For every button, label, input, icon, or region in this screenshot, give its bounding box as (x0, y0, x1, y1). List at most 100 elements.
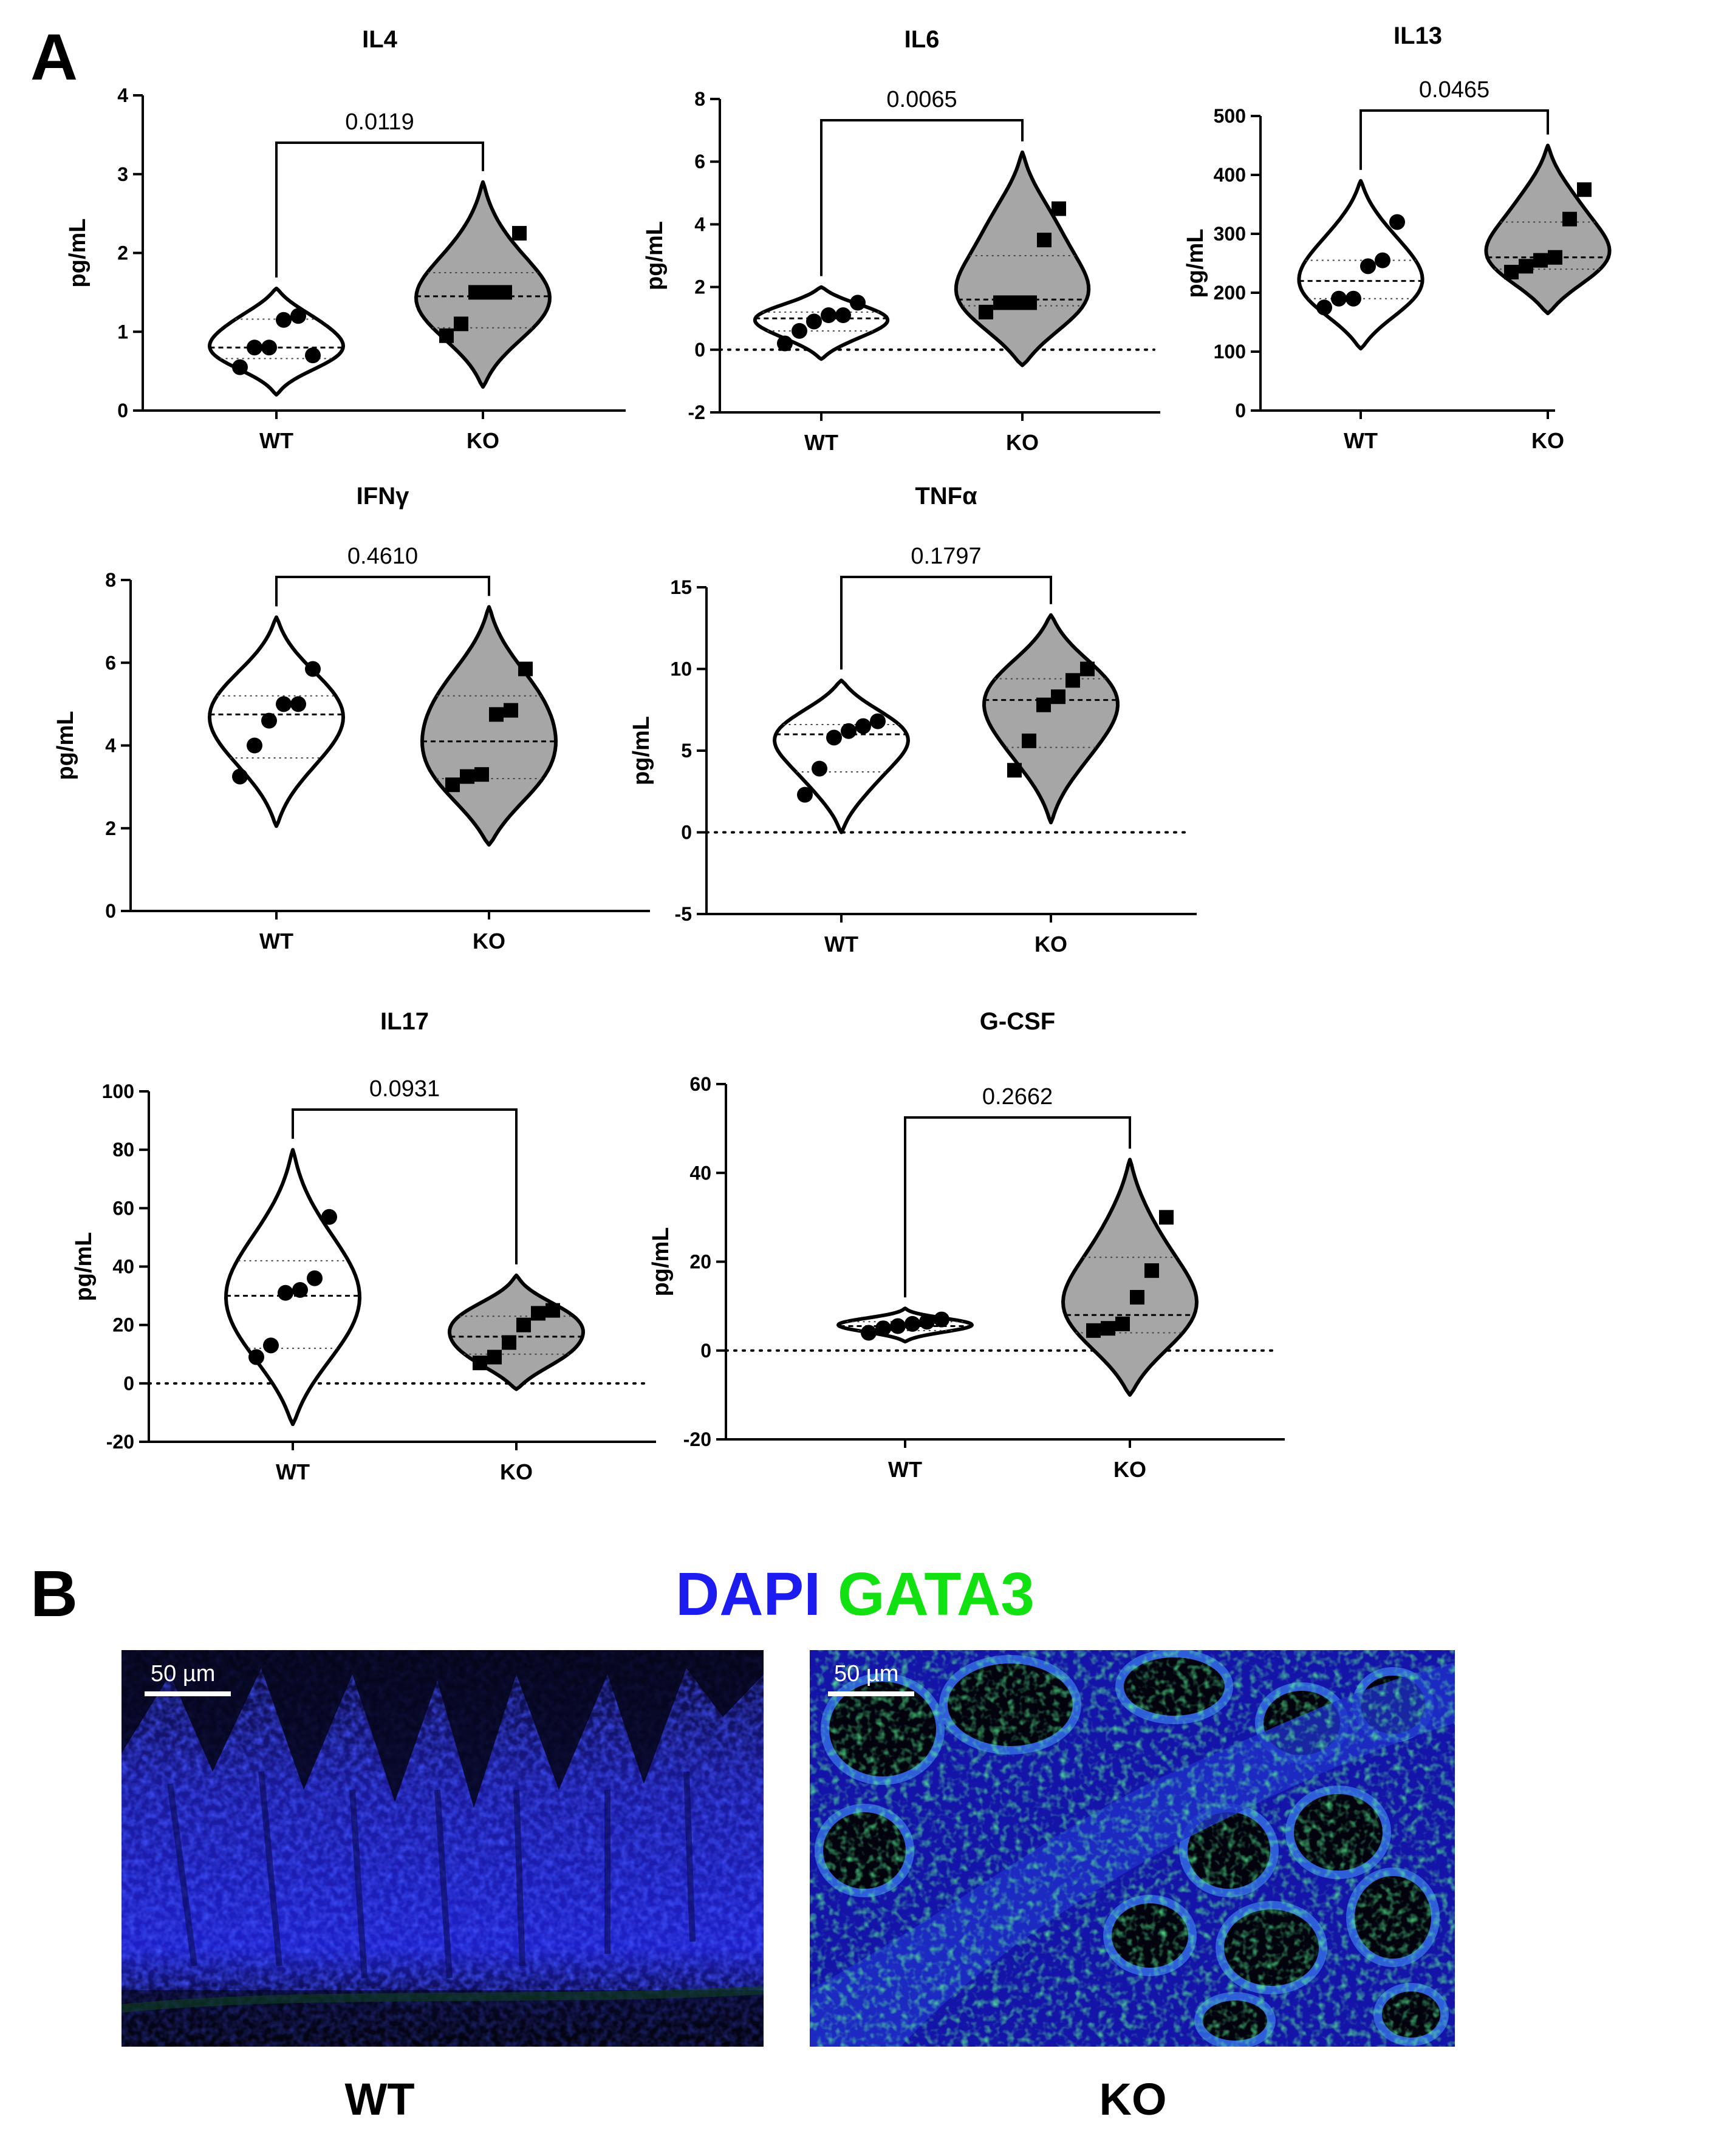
data-point (979, 304, 993, 319)
significance-bracket (275, 576, 490, 607)
data-point (777, 335, 793, 352)
data-point (1548, 250, 1562, 265)
y-tick-label: 0 (123, 1373, 134, 1394)
chart-title: IL6 (905, 26, 940, 53)
data-point (278, 1284, 293, 1301)
data-point (1519, 259, 1533, 274)
y-tick-label: -5 (675, 903, 692, 925)
p-value-label: 0.4610 (347, 544, 418, 569)
data-point (826, 729, 842, 746)
data-point (812, 760, 827, 777)
data-point (321, 1209, 337, 1225)
scale-bar-ko (828, 1691, 914, 1696)
y-tick-label: 300 (1214, 223, 1246, 245)
data-point (531, 1306, 545, 1321)
significance-bracket (292, 1108, 518, 1264)
x-tick-label: WT (824, 932, 858, 957)
data-point (1036, 697, 1051, 712)
data-point (875, 1320, 891, 1337)
data-point (1331, 290, 1347, 307)
chart-tnf-: TNFα -5 0 5 10 15 pg/mL WT KO 0.1797 (629, 483, 1197, 957)
violin-ko (1061, 1158, 1199, 1397)
y-tick-label: 0 (681, 822, 692, 844)
data-point (870, 713, 886, 729)
chart-title: IL4 (362, 26, 398, 53)
chart-il4: IL4 0 1 2 3 4 pg/mL WT KO 0.0119 (65, 26, 626, 453)
y-axis-label: pg/mL (53, 711, 78, 780)
y-tick-label: 8 (694, 88, 705, 110)
chart-g-csf: G-CSF -20 0 20 40 60 pg/mL WT KO 0.2662 (648, 1008, 1285, 1482)
x-tick-label: WT (259, 428, 293, 453)
data-point (512, 226, 527, 241)
data-point (1051, 689, 1065, 704)
data-point (292, 1281, 308, 1298)
x-tick-label: WT (888, 1457, 922, 1482)
data-point (454, 316, 468, 332)
x-tick-label: WT (276, 1459, 310, 1484)
data-point (1037, 233, 1052, 248)
x-tick-label: WT (1344, 428, 1378, 453)
data-point (1008, 295, 1022, 310)
y-tick-label: 0 (105, 900, 116, 922)
data-point (445, 777, 460, 793)
data-point (247, 737, 262, 754)
x-tick-label: KO (1531, 428, 1564, 453)
y-tick-label: 10 (670, 658, 692, 680)
micrograph-ko-texture (810, 1650, 1455, 2047)
y-tick-label: 400 (1214, 164, 1246, 186)
data-point (1577, 182, 1592, 197)
chart-il13: IL13 0 100 200 300 400 500 pg/mL WT KO 0.0465 (1183, 22, 1612, 453)
x-tick-label: WT (259, 929, 293, 953)
data-point (821, 307, 836, 324)
y-tick-label: 1 (117, 321, 128, 343)
y-tick-label: 100 (102, 1080, 134, 1102)
y-tick-label: 80 (112, 1139, 134, 1161)
chart-title: G-CSF (980, 1008, 1055, 1035)
data-point (1562, 211, 1577, 227)
data-point (474, 767, 489, 782)
data-point (498, 285, 512, 300)
y-tick-label: 500 (1214, 105, 1246, 127)
p-value-label: 0.2662 (982, 1084, 1053, 1110)
data-point (919, 1314, 935, 1330)
panel-label-b: B (30, 1557, 78, 1630)
y-tick-label: 5 (681, 740, 692, 762)
y-tick-label: -2 (688, 401, 705, 423)
y-tick-label: 100 (1214, 341, 1246, 363)
stain-legend: DAPI GATA3 (0, 1564, 1710, 1625)
data-point (855, 718, 871, 734)
data-point (468, 285, 483, 300)
data-point (1086, 1323, 1101, 1338)
data-point (516, 1317, 531, 1332)
data-point (850, 295, 866, 311)
data-point (460, 769, 474, 784)
caption-wt: WT (344, 2074, 415, 2124)
y-axis-label: pg/mL (1183, 229, 1208, 298)
significance-bracket (820, 119, 1024, 276)
x-tick-label: KO (467, 428, 499, 453)
micrograph-wt-texture (121, 1650, 764, 2047)
violin-ko (420, 605, 558, 847)
y-tick-label: 4 (105, 735, 116, 757)
data-point (797, 786, 813, 803)
x-tick-label: KO (1113, 1457, 1146, 1482)
p-value-label: 0.0465 (1419, 77, 1489, 103)
y-tick-label: 4 (694, 213, 705, 235)
data-point (487, 1349, 502, 1365)
data-point (263, 1337, 279, 1354)
data-point (1022, 295, 1037, 310)
y-tick-label: 2 (117, 242, 128, 264)
data-point (518, 661, 533, 677)
y-tick-label: 0 (1235, 400, 1246, 421)
data-point (1533, 253, 1548, 268)
data-point (545, 1303, 560, 1318)
y-axis-label: pg/mL (71, 1232, 97, 1301)
p-value-label: 0.0931 (369, 1076, 440, 1102)
chart-title: IL13 (1394, 22, 1442, 49)
data-point (232, 768, 248, 785)
data-point (1144, 1263, 1159, 1278)
p-value-label: 0.0119 (345, 109, 414, 135)
y-tick-label: 0 (117, 400, 128, 421)
significance-bracket (904, 1116, 1131, 1298)
